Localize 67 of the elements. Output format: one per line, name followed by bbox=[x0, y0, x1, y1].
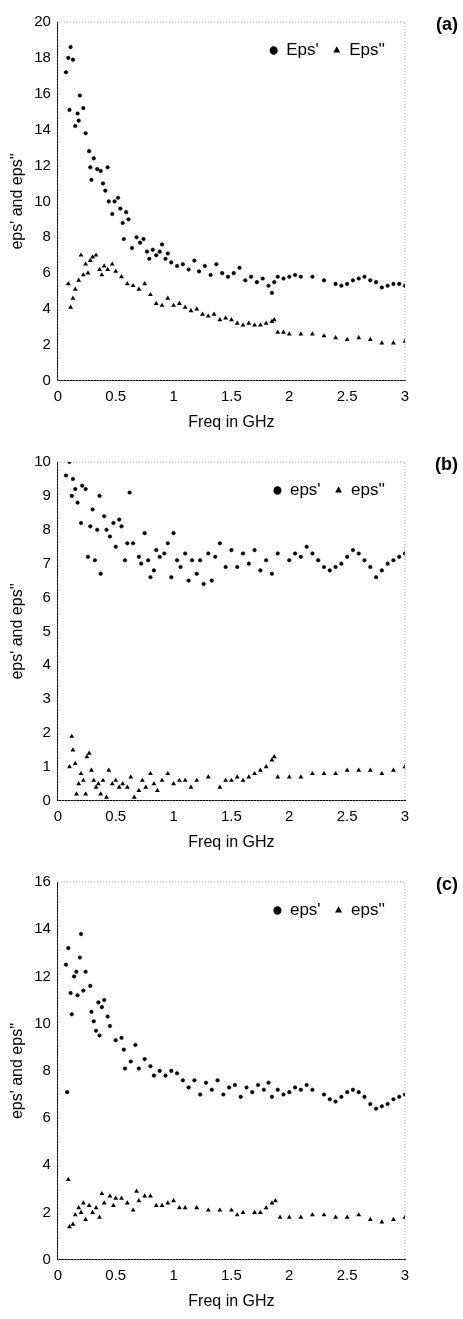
text: (b) bbox=[435, 453, 458, 474]
y-tick-label: 4 bbox=[42, 1155, 51, 1173]
x-tick-label: 1.5 bbox=[221, 1265, 242, 1283]
legend-label: Eps' bbox=[286, 40, 319, 60]
y-tick-label: 8 bbox=[42, 519, 51, 537]
y-tick-label: 0 bbox=[42, 370, 51, 388]
y-tick-label: 12 bbox=[34, 155, 51, 173]
y-tick-label: 6 bbox=[42, 1108, 51, 1126]
y-tick-label: 4 bbox=[42, 299, 51, 317]
x-tick-label: 3 bbox=[400, 1265, 410, 1283]
legend-label: Eps'' bbox=[349, 40, 386, 60]
y-tick-label: 8 bbox=[42, 227, 51, 245]
y-tick-label: 12 bbox=[34, 966, 51, 984]
text: (c) bbox=[436, 873, 458, 894]
y-axis-title: eps' and eps'' bbox=[8, 153, 26, 250]
x-tick-label: 2.5 bbox=[336, 806, 358, 824]
x-tick-label: 0.5 bbox=[105, 1265, 127, 1283]
y-tick-label: 1 bbox=[42, 757, 51, 775]
x-tick-label: 1 bbox=[169, 806, 178, 824]
x-tick-label: 3 bbox=[400, 806, 410, 824]
x-tick-label: 1.5 bbox=[221, 386, 242, 404]
y-tick-label: 0 bbox=[42, 1249, 51, 1267]
x-tick-label: 1 bbox=[169, 1265, 178, 1283]
legend-label: eps'' bbox=[351, 480, 386, 500]
x-tick-label: 2 bbox=[285, 806, 294, 824]
y-tick-label: 16 bbox=[34, 83, 51, 101]
x-tick-label: 2.5 bbox=[336, 386, 358, 404]
y-tick-label: 0 bbox=[42, 790, 51, 808]
y-tick-label: 16 bbox=[34, 872, 51, 890]
x-axis-title: Freq in GHz bbox=[188, 412, 275, 430]
y-tick-label: 10 bbox=[34, 452, 51, 470]
y-tick-label: 2 bbox=[42, 335, 51, 353]
y-tick-label: 10 bbox=[34, 1013, 51, 1031]
x-axis-title: Freq in GHz bbox=[188, 832, 275, 850]
x-tick-label: 0.5 bbox=[105, 386, 127, 404]
x-tick-label: 0.5 bbox=[105, 806, 127, 824]
x-tick-label: 0 bbox=[53, 386, 63, 404]
y-tick-label: 5 bbox=[42, 621, 51, 639]
x-tick-label: 2 bbox=[285, 386, 294, 404]
legend-label: eps'' bbox=[351, 900, 386, 920]
y-tick-label: 3 bbox=[42, 689, 51, 707]
x-tick-label: 0 bbox=[53, 1265, 63, 1283]
y-tick-label: 2 bbox=[42, 723, 51, 741]
y-tick-label: 4 bbox=[42, 655, 51, 673]
x-tick-label: 1 bbox=[169, 386, 178, 404]
y-tick-label: 20 bbox=[34, 12, 51, 30]
x-tick-label: 0 bbox=[53, 806, 63, 824]
y-tick-label: 6 bbox=[42, 587, 51, 605]
y-axis-title: eps' and eps'' bbox=[8, 583, 26, 680]
y-tick-label: 2 bbox=[42, 1202, 51, 1220]
y-tick-label: 9 bbox=[42, 486, 51, 504]
x-axis-title: Freq in GHz bbox=[188, 1291, 275, 1309]
y-tick-label: 7 bbox=[42, 553, 51, 571]
y-tick-label: 10 bbox=[34, 191, 51, 209]
legend-label: eps' bbox=[289, 900, 321, 920]
y-axis-title: eps' and eps'' bbox=[8, 1022, 26, 1120]
text: (a) bbox=[436, 13, 458, 34]
x-tick-label: 1.5 bbox=[221, 806, 242, 824]
y-tick-label: 14 bbox=[34, 119, 51, 137]
y-tick-label: 8 bbox=[42, 1061, 51, 1079]
x-tick-label: 2 bbox=[285, 1265, 294, 1283]
x-tick-label: 2.5 bbox=[336, 1265, 358, 1283]
y-tick-label: 14 bbox=[34, 919, 51, 937]
y-tick-label: 6 bbox=[42, 263, 51, 281]
x-tick-label: 3 bbox=[400, 386, 410, 404]
y-tick-label: 18 bbox=[34, 48, 51, 66]
legend-label: eps' bbox=[289, 480, 321, 500]
